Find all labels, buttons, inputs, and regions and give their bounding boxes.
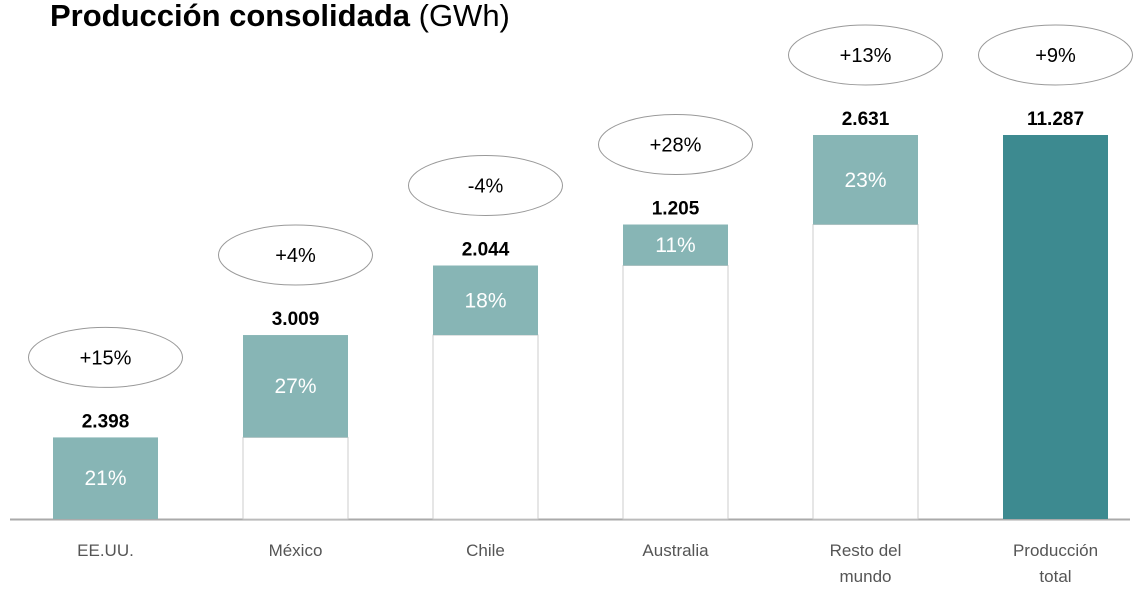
- x-tick-label: Australia: [642, 541, 709, 560]
- chart-title: Producción consolidada (GWh): [50, 0, 510, 33]
- bar: [53, 437, 158, 519]
- x-tick-label: México: [268, 541, 323, 560]
- share-label: 23%: [844, 169, 886, 192]
- x-tick-label: Chile: [466, 541, 505, 560]
- growth-label: +13%: [840, 45, 892, 67]
- bar: [623, 224, 728, 266]
- base-bar: [432, 334, 539, 520]
- value-label: 2.044: [462, 240, 510, 261]
- base-bar: [242, 436, 349, 520]
- growth-label: +4%: [275, 245, 316, 267]
- share-label: 11%: [655, 234, 695, 257]
- growth-label: +15%: [80, 347, 132, 369]
- total-bar: [1003, 135, 1108, 519]
- growth-label: -4%: [468, 176, 504, 198]
- share-label: 27%: [274, 375, 316, 398]
- value-label: 11.287: [1027, 109, 1084, 130]
- growth-bubble: [598, 114, 753, 176]
- value-label: 2.398: [82, 411, 130, 432]
- growth-bubble: [218, 224, 373, 286]
- value-label: 1.205: [652, 199, 700, 220]
- growth-bubble: [28, 326, 183, 388]
- x-tick-label: EE.UU.: [77, 541, 134, 560]
- share-label: 21%: [84, 467, 126, 490]
- x-tick-label: Producción total: [1012, 541, 1099, 586]
- value-label: 3.009: [272, 309, 320, 330]
- bar: [243, 335, 348, 438]
- growth-bubble: [978, 24, 1133, 86]
- value-label: 2.631: [842, 109, 890, 130]
- title-main: Producción consolidada: [50, 0, 411, 33]
- base-bar: [622, 265, 729, 520]
- bar: [433, 265, 538, 336]
- base-bar: [812, 224, 919, 520]
- growth-bubble: [788, 24, 943, 86]
- growth-label: +9%: [1035, 45, 1076, 67]
- share-label: 18%: [464, 289, 506, 312]
- bar: [813, 135, 918, 225]
- title-unit: (GWh): [419, 0, 510, 33]
- x-tick-label: Resto del mundo: [829, 541, 902, 586]
- growth-label: +28%: [650, 135, 702, 157]
- growth-bubble: [408, 155, 563, 217]
